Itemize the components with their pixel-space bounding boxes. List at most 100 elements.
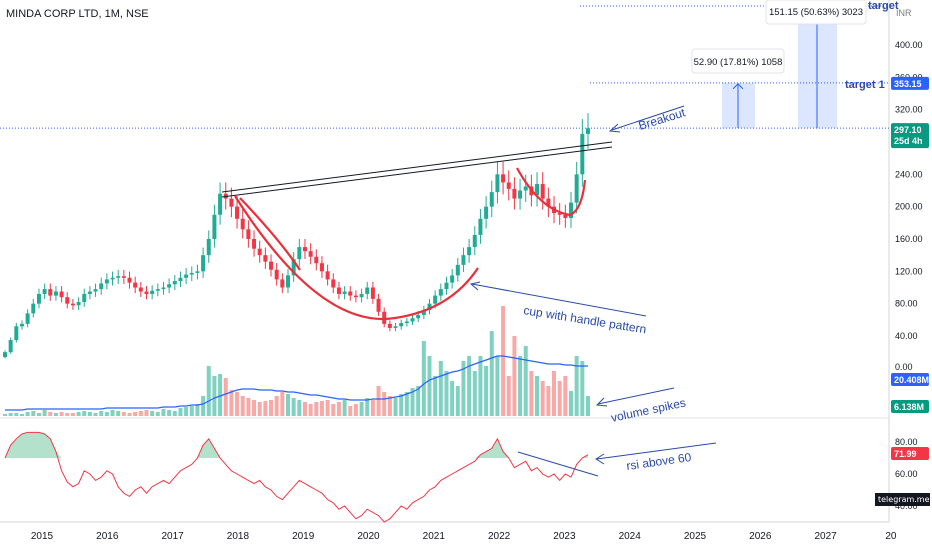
candle-body (155, 289, 160, 291)
time-tick-label: 2017 (161, 531, 184, 542)
candle-body (336, 287, 341, 294)
candle-body (518, 190, 523, 199)
time-tick-label: 2027 (814, 531, 837, 542)
time-tick-label: 20 (885, 531, 897, 542)
target1-badge: 353.15 (894, 79, 922, 89)
volume-bar (484, 366, 489, 416)
rsi-tick-label: 60.00 (895, 469, 918, 479)
volume-ma-badge-bg (891, 373, 929, 386)
volume-bar (133, 412, 138, 416)
candle-body (104, 279, 109, 284)
candle-body (48, 289, 53, 296)
rsi-arrowhead (595, 453, 605, 465)
volume-bar (59, 412, 64, 416)
candle-body (172, 281, 177, 285)
volume-bar (8, 413, 13, 416)
candle-body (201, 255, 206, 272)
candle-body (489, 192, 494, 207)
time-tick-label: 2025 (684, 531, 707, 542)
volume-bar (563, 376, 568, 416)
volume-bar (87, 412, 92, 416)
volume-bar (257, 402, 262, 416)
volume-bar (246, 398, 251, 416)
price-tick-label: 160.00 (895, 234, 923, 244)
candle-body (421, 310, 426, 315)
candle-body (574, 174, 579, 203)
time-tick-label: 2022 (488, 531, 511, 542)
candle-body (314, 256, 319, 264)
candle-body (382, 311, 387, 324)
candle-body (348, 291, 353, 296)
currency-label: INR (896, 8, 912, 18)
candle-body (331, 279, 336, 288)
candle-body (370, 287, 375, 299)
volume-bar (172, 411, 177, 416)
candle-body (274, 269, 279, 280)
volume-bar (444, 371, 449, 416)
candle-body (376, 298, 381, 312)
volume-bar (569, 391, 573, 416)
rsi-line (4, 431, 589, 523)
candle-body (535, 184, 540, 196)
volume-bar (416, 386, 421, 416)
volume-bar (189, 406, 194, 416)
time-tick-label: 2015 (31, 531, 54, 542)
candle-body (184, 274, 189, 278)
volume-bar (297, 400, 302, 416)
volume-bar (314, 402, 319, 416)
volume-bar (336, 402, 341, 416)
volume-bar (286, 394, 290, 416)
candle-body (461, 255, 466, 265)
volume-bar (404, 392, 409, 416)
price-tick-label: 120.00 (895, 266, 923, 276)
candle-body (212, 214, 217, 239)
candle-body (263, 255, 268, 262)
price-tick-label: 40.00 (895, 331, 918, 341)
last-price-badge: 297.10 (894, 125, 922, 135)
volume-bar (495, 356, 500, 416)
volume-bar (31, 411, 36, 416)
candle-body (178, 277, 183, 282)
volume-bar (48, 412, 53, 416)
volume-badge-bg (891, 400, 929, 413)
candles (3, 113, 590, 359)
candle-body (65, 297, 70, 304)
candle-body (495, 174, 500, 193)
volume-bar (478, 356, 483, 416)
candle-body (399, 323, 404, 327)
candle-body (240, 218, 245, 230)
volume-bar (489, 331, 494, 416)
volume-bar (376, 386, 381, 416)
candle-body (93, 289, 98, 292)
target2-label-box (765, 0, 867, 25)
target1-label-box (691, 48, 785, 74)
candle-body (512, 188, 517, 199)
volume-bar (240, 396, 245, 416)
volume-bar (99, 411, 104, 416)
candle-body (280, 279, 285, 288)
volume-bar (467, 356, 472, 416)
volume-bar (331, 404, 336, 416)
volume-bar (540, 381, 545, 416)
volume-bar (110, 410, 115, 416)
target2-label: 151.15 (50.63%) 3023 (769, 7, 863, 18)
candle-body (302, 247, 307, 252)
volume-bar (410, 388, 415, 416)
volume-bar (76, 412, 81, 416)
volume-bar (557, 381, 562, 416)
volume-bar (19, 414, 24, 416)
last-price-badge: 25d 4h (894, 136, 923, 146)
breakout-arrow (611, 105, 685, 131)
candle-body (433, 295, 438, 304)
volume-arrowhead (595, 397, 608, 407)
volume-bar (14, 413, 19, 416)
last-price-badge-bg (891, 123, 929, 149)
time-tick-label: 2020 (357, 531, 380, 542)
symbol-title: MINDA CORP LTD, 1M, NSE (6, 8, 149, 20)
candle-body (269, 261, 274, 270)
target1-arrowhead (732, 83, 744, 90)
volume-bar (359, 402, 364, 416)
volume-bar (585, 396, 590, 416)
target1-badge-bg (891, 76, 929, 90)
